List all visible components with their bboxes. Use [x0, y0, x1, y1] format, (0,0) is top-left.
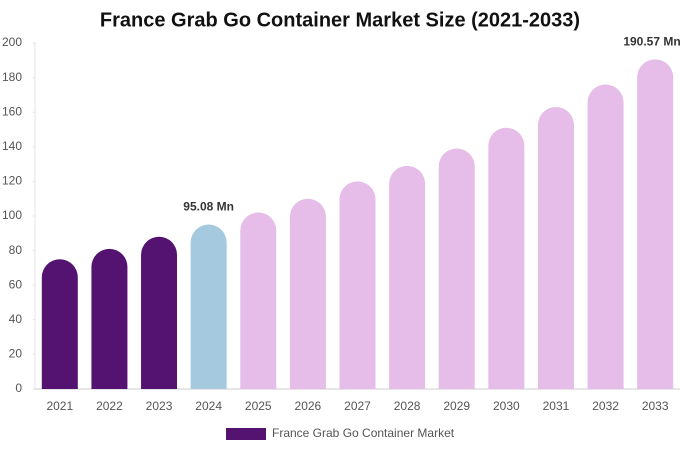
x-tick-label: 2026	[295, 399, 322, 413]
legend-label: France Grab Go Container Market	[272, 426, 455, 440]
y-tick-label: 160	[2, 104, 22, 118]
value-label: 95.08 Mn	[183, 200, 234, 214]
y-tick-label: 0	[15, 381, 22, 395]
bar	[141, 236, 178, 389]
x-tick-label: 2024	[195, 399, 222, 413]
bar	[41, 259, 78, 389]
y-tick-label: 80	[9, 243, 23, 257]
x-tick-label: 2029	[443, 399, 470, 413]
bar	[91, 248, 128, 389]
bar	[587, 84, 624, 390]
y-tick-label: 40	[9, 312, 23, 326]
y-tick-label: 20	[9, 347, 23, 361]
x-tick-label: 2022	[96, 399, 123, 413]
x-tick-label: 2021	[46, 399, 73, 413]
y-tick-label: 140	[2, 139, 22, 153]
chart-title: France Grab Go Container Market Size (20…	[100, 9, 580, 31]
bar	[240, 212, 277, 389]
y-tick-label: 120	[2, 174, 22, 188]
bar	[438, 148, 475, 389]
bar	[537, 107, 574, 389]
y-tick-label: 200	[2, 35, 22, 49]
value-label: 190.57 Mn	[623, 34, 680, 48]
x-tick-label: 2030	[493, 399, 520, 413]
y-tick-label: 60	[9, 277, 23, 291]
y-tick-label: 180	[2, 70, 22, 84]
y-tick-label: 100	[2, 208, 22, 222]
bar	[190, 224, 227, 389]
x-tick-label: 2032	[592, 399, 619, 413]
x-tick-label: 2027	[344, 399, 371, 413]
bar	[339, 181, 376, 389]
legend-swatch	[226, 428, 266, 440]
bar	[289, 198, 326, 389]
bar	[488, 127, 525, 389]
x-tick-label: 2023	[146, 399, 173, 413]
x-tick-label: 2025	[245, 399, 272, 413]
bar	[389, 165, 426, 389]
x-tick-label: 2033	[642, 399, 669, 413]
bar	[637, 59, 674, 390]
x-tick-label: 2031	[543, 399, 570, 413]
x-tick-label: 2028	[394, 399, 421, 413]
